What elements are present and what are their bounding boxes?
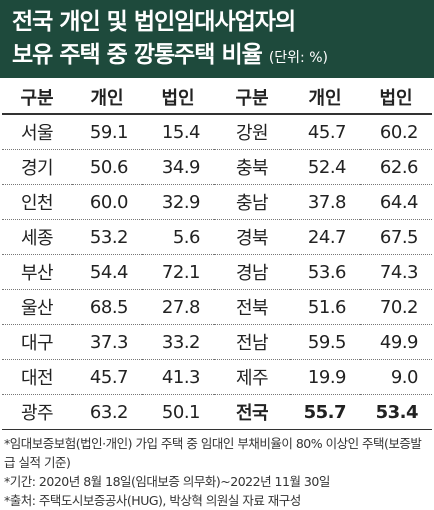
column-header: 법인	[142, 80, 214, 115]
table-row: 광주 63.2 50.1 전국 55.7 53.4	[2, 394, 432, 430]
column-header: 개인	[72, 80, 142, 115]
value-cell: 52.4	[290, 149, 360, 185]
table-row: 대구 37.3 33.2 전남 59.5 49.9	[2, 324, 432, 360]
region-cell: 충남	[214, 184, 290, 220]
value-cell: 53.4	[360, 394, 432, 430]
region-cell: 부산	[2, 254, 72, 290]
table-row: 울산 68.5 27.8 전북 51.6 70.2	[2, 289, 432, 325]
unit: (단위: %)	[268, 50, 328, 66]
value-cell: 15.4	[142, 114, 214, 150]
region-cell: 광주	[2, 394, 72, 430]
region-cell: 인천	[2, 184, 72, 220]
value-cell: 59.1	[72, 114, 142, 150]
value-cell: 45.7	[290, 114, 360, 150]
region-cell: 울산	[2, 289, 72, 325]
value-cell: 63.2	[72, 394, 142, 430]
value-cell: 62.6	[360, 149, 432, 185]
region-cell: 경북	[214, 219, 290, 255]
value-cell: 53.2	[72, 219, 142, 255]
note: *임대보증보험(법인·개인) 가입 주택 중 임대인 부채비율이 80% 이상인…	[4, 436, 422, 470]
column-header: 구분	[214, 80, 290, 115]
value-cell: 19.9	[290, 359, 360, 395]
value-cell: 60.2	[360, 114, 432, 150]
region-cell: 강원	[214, 114, 290, 150]
region-cell: 서울	[2, 114, 72, 150]
column-header: 법인	[360, 80, 432, 115]
region-cell: 경남	[214, 254, 290, 290]
note: *기간: 2020년 8월 18일(임대보증 의무화)~2022년 11월 30…	[4, 474, 330, 489]
value-cell: 51.6	[290, 289, 360, 325]
table-row: 대전 45.7 41.3 제주 19.9 9.0	[2, 359, 432, 395]
value-cell: 41.3	[142, 359, 214, 395]
notes: *임대보증보험(법인·개인) 가입 주택 중 임대인 부채비율이 80% 이상인…	[0, 430, 434, 510]
value-cell: 53.6	[290, 254, 360, 290]
value-cell: 60.0	[72, 184, 142, 220]
region-cell: 대구	[2, 324, 72, 360]
table-row: 경기 50.6 34.9 충북 52.4 62.6	[2, 149, 432, 185]
value-cell: 37.8	[290, 184, 360, 220]
title-line: 보유 주택 중 깡통주택 비율 (단위: %)	[12, 39, 422, 75]
value-cell: 27.8	[142, 289, 214, 325]
data-table: 구분 개인 법인 구분 개인 법인 서울 59.1 15.4 강원 45.7 60.2 경기 50.6 3…	[2, 80, 432, 430]
value-cell: 54.4	[72, 254, 142, 290]
table-row: 세종 53.2 5.6 경북 24.7 67.5	[2, 219, 432, 255]
column-header: 개인	[290, 80, 360, 115]
value-cell: 50.1	[142, 394, 214, 430]
value-cell: 55.7	[290, 394, 360, 430]
table-row: 인천 60.0 32.9 충남 37.8 64.4	[2, 184, 432, 220]
value-cell: 67.5	[360, 219, 432, 255]
region-cell: 대전	[2, 359, 72, 395]
table-row: 부산 54.4 72.1 경남 53.6 74.3	[2, 254, 432, 290]
value-cell: 34.9	[142, 149, 214, 185]
value-cell: 32.9	[142, 184, 214, 220]
value-cell: 37.3	[72, 324, 142, 360]
title-line: 전국 개인 및 법인임대사업자의	[12, 9, 296, 35]
value-cell: 45.7	[72, 359, 142, 395]
value-cell: 59.5	[290, 324, 360, 360]
table-body: 서울 59.1 15.4 강원 45.7 60.2 경기 50.6 34.9 충북 52.4 62.6…	[2, 114, 432, 430]
region-cell: 전남	[214, 324, 290, 360]
value-cell: 70.2	[360, 289, 432, 325]
region-cell: 전북	[214, 289, 290, 325]
region-cell: 경기	[2, 149, 72, 185]
title-block: 전국 개인 및 법인임대사업자의 보유 주택 중 깡통주택 비율 (단위: %)	[0, 0, 434, 78]
region-cell: 충북	[214, 149, 290, 185]
value-cell: 50.6	[72, 149, 142, 185]
header-row: 구분 개인 법인 구분 개인 법인	[2, 80, 432, 115]
region-cell: 제주	[214, 359, 290, 395]
value-cell: 33.2	[142, 324, 214, 360]
value-cell: 64.4	[360, 184, 432, 220]
region-cell: 전국	[214, 394, 290, 430]
value-cell: 5.6	[142, 219, 214, 255]
value-cell: 9.0	[360, 359, 432, 395]
table-row: 서울 59.1 15.4 강원 45.7 60.2	[2, 114, 432, 150]
value-cell: 72.1	[142, 254, 214, 290]
region-cell: 세종	[2, 219, 72, 255]
value-cell: 74.3	[360, 254, 432, 290]
note: *출처: 주택도시보증공사(HUG), 박상혁 의원실 자료 재구성	[4, 493, 301, 508]
title-text: 보유 주택 중 깡통주택 비율	[12, 42, 263, 68]
column-header: 구분	[2, 80, 72, 115]
value-cell: 68.5	[72, 289, 142, 325]
value-cell: 49.9	[360, 324, 432, 360]
value-cell: 24.7	[290, 219, 360, 255]
